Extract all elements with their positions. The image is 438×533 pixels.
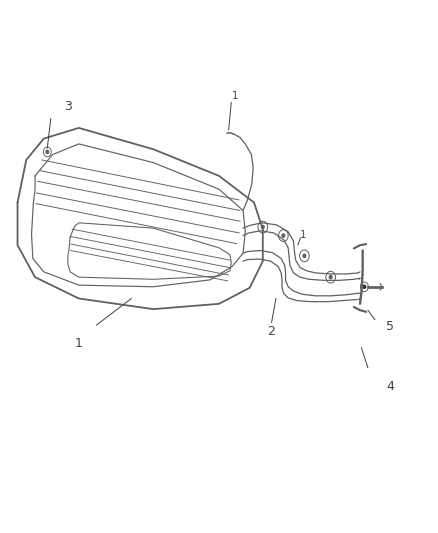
Text: 3: 3	[64, 100, 72, 113]
Circle shape	[261, 225, 264, 229]
Circle shape	[329, 276, 332, 279]
Circle shape	[282, 234, 285, 237]
Circle shape	[303, 254, 306, 257]
Text: 1: 1	[300, 230, 306, 239]
Circle shape	[363, 285, 366, 288]
Circle shape	[46, 150, 49, 154]
Text: 1: 1	[232, 91, 238, 101]
Text: 2: 2	[268, 325, 276, 338]
Text: 5: 5	[386, 320, 394, 333]
Text: 4: 4	[386, 380, 394, 393]
Text: 1: 1	[75, 337, 83, 350]
